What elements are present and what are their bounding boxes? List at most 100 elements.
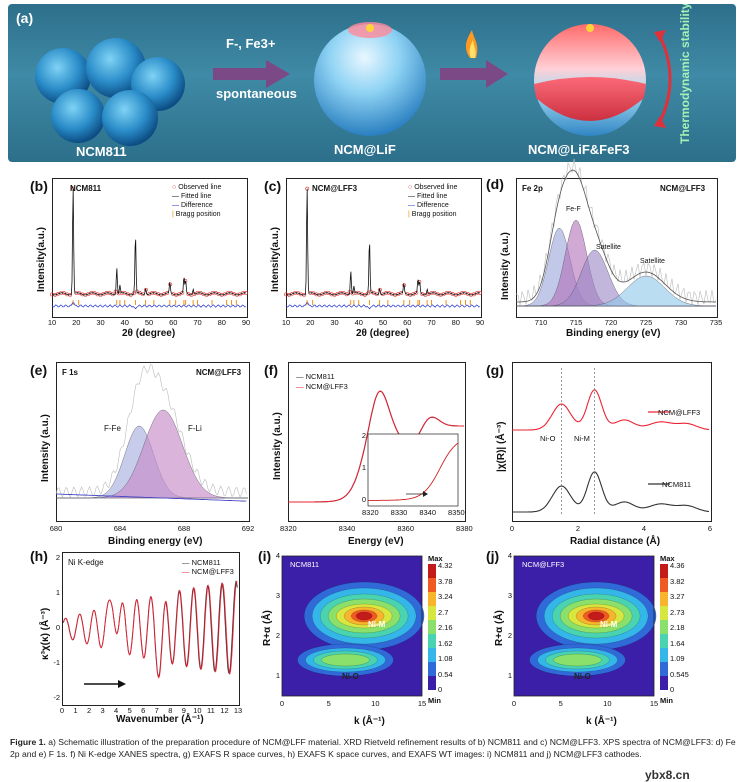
tick-label: -1 [53,658,60,667]
background-line [55,493,247,502]
panel-e-plot [55,364,248,502]
observed-point [344,292,349,297]
tick-label: 60 [169,318,178,327]
tick-label: 7 [154,706,159,715]
tick-label: 2 [86,706,92,715]
arrow-head-icon [654,30,666,42]
tick-label: 6 [141,706,146,715]
stage2-label: NCM@LiF [334,142,396,157]
tick-label: 1.64 [670,638,685,648]
tick-label: 4.32 [438,561,453,570]
panel-g-label: (g) [486,362,504,378]
peak-label-nio: Ni-O [342,672,359,681]
tick-label: 50 [378,318,388,327]
panel-b-ylabel: Intensity(a.u.) [36,226,47,292]
panel-d-sample: NCM@LFF3 [660,184,706,193]
panel-i-label: (i) [258,548,272,564]
panel-c-plot [284,186,482,310]
tick-label: 0.545 [670,669,689,679]
process-arrow-1 [213,60,290,88]
tick-label: 1 [73,706,78,715]
peak-label-nim: Ni-M [600,620,618,629]
colorbar-segment [428,648,436,662]
observed-point [399,291,404,295]
tick-label: 720 [604,318,618,327]
panel-b-xlabel: 2θ (degree) [122,328,176,339]
tick-label: 3.27 [670,592,685,601]
hotspot-icon [586,24,594,32]
tick-label: 4 [275,551,280,560]
tick-label: 11 [207,706,215,715]
tick-label: 0 [438,685,443,694]
panel-g-frame [512,362,712,522]
tick-label: 90 [241,318,251,327]
tick-label: 8 [168,706,173,715]
panel-f-label: (f) [264,362,278,378]
panel-h-ylabel: κ³χ(κ) (Å⁻³) [40,607,51,660]
legend-ncm-lff3: — NCM@LFF3 [296,382,348,391]
stage1-label: NCM811 [76,144,127,159]
tick-label: 730 [674,318,688,327]
tick-label: 4 [114,706,119,715]
panel-d-title: Fe 2p [522,184,543,193]
colorbar-segment [428,634,436,648]
panel-j-heatmap [513,555,668,697]
tick-label: 80 [451,318,460,327]
tick-label: 4 [641,524,647,533]
panel-d-plot [515,158,717,307]
tick-label: 5 [127,706,132,715]
tick-label: 0 [279,699,285,708]
colorbar-segment [660,564,668,578]
series-label-lff3: NCM@LFF3 [658,408,701,417]
raw-spectrum [55,364,247,498]
stage3-label: NCM@LiF&FeF3 [528,142,630,157]
peak-label-nim: Ni-M [574,434,590,443]
wt-contour-nim-7 [587,611,605,621]
colorbar-segment [428,662,436,676]
panel-h-xlabel: Wavenumber (Å⁻¹) [116,714,204,725]
colorbar-segment [428,620,436,634]
tick-label: 90 [475,318,485,327]
tick-label: 20 [306,318,315,327]
panel-a-label: (a) [16,10,34,26]
arrow-head-icon [654,116,666,128]
panel-d-label: (d) [486,176,504,192]
panel-h-plot [62,580,238,688]
tick-label: 3 [100,706,105,715]
tick-label: 692 [241,524,255,533]
component-1 [56,409,248,499]
tick-label: 715 [569,318,583,327]
observed-point [177,292,182,297]
tick-label: 2 [575,524,581,533]
tick-label: 30 [96,318,105,327]
panel-g-plot [512,368,710,516]
tick-label: 2 [55,553,60,562]
figure-caption: Figure 1. a) Schematic illustration of t… [10,737,736,760]
tick-label: 3 [507,591,512,600]
panel-i-sample: NCM811 [290,560,320,569]
legend-difference: — Difference [408,202,449,209]
tick-label: 30 [330,318,339,327]
figure-number: Figure 1. [10,737,46,747]
peak-label-ffe: F-Fe [104,424,121,433]
colorbar-cbar_min: Min [660,696,673,705]
panel-f-plot [288,390,464,507]
fitted-line [51,188,247,296]
tick-label: 40 [354,318,363,327]
kspace-ncm811 [62,580,238,678]
tick-label: 10 [371,699,380,708]
tick-label: 4 [507,551,512,560]
particle [86,38,146,98]
tick-label: 3.82 [670,576,685,586]
tick-label: 8330 [390,508,408,517]
tick-label: 15 [649,699,659,708]
colorbar-segment [428,564,436,578]
series-label-ncm811: NCM811 [662,480,692,489]
panel-f-xlabel: Energy (eV) [348,536,404,547]
peak-label-nio: Ni-O [574,672,591,681]
panel-i-ylabel: R+α (Å) [262,610,273,646]
tick-label: 15 [417,699,427,708]
tick-label: 710 [534,318,548,327]
panel-c-sample: NCM@LFF3 [312,184,358,193]
panel-i-heatmap [281,555,436,697]
